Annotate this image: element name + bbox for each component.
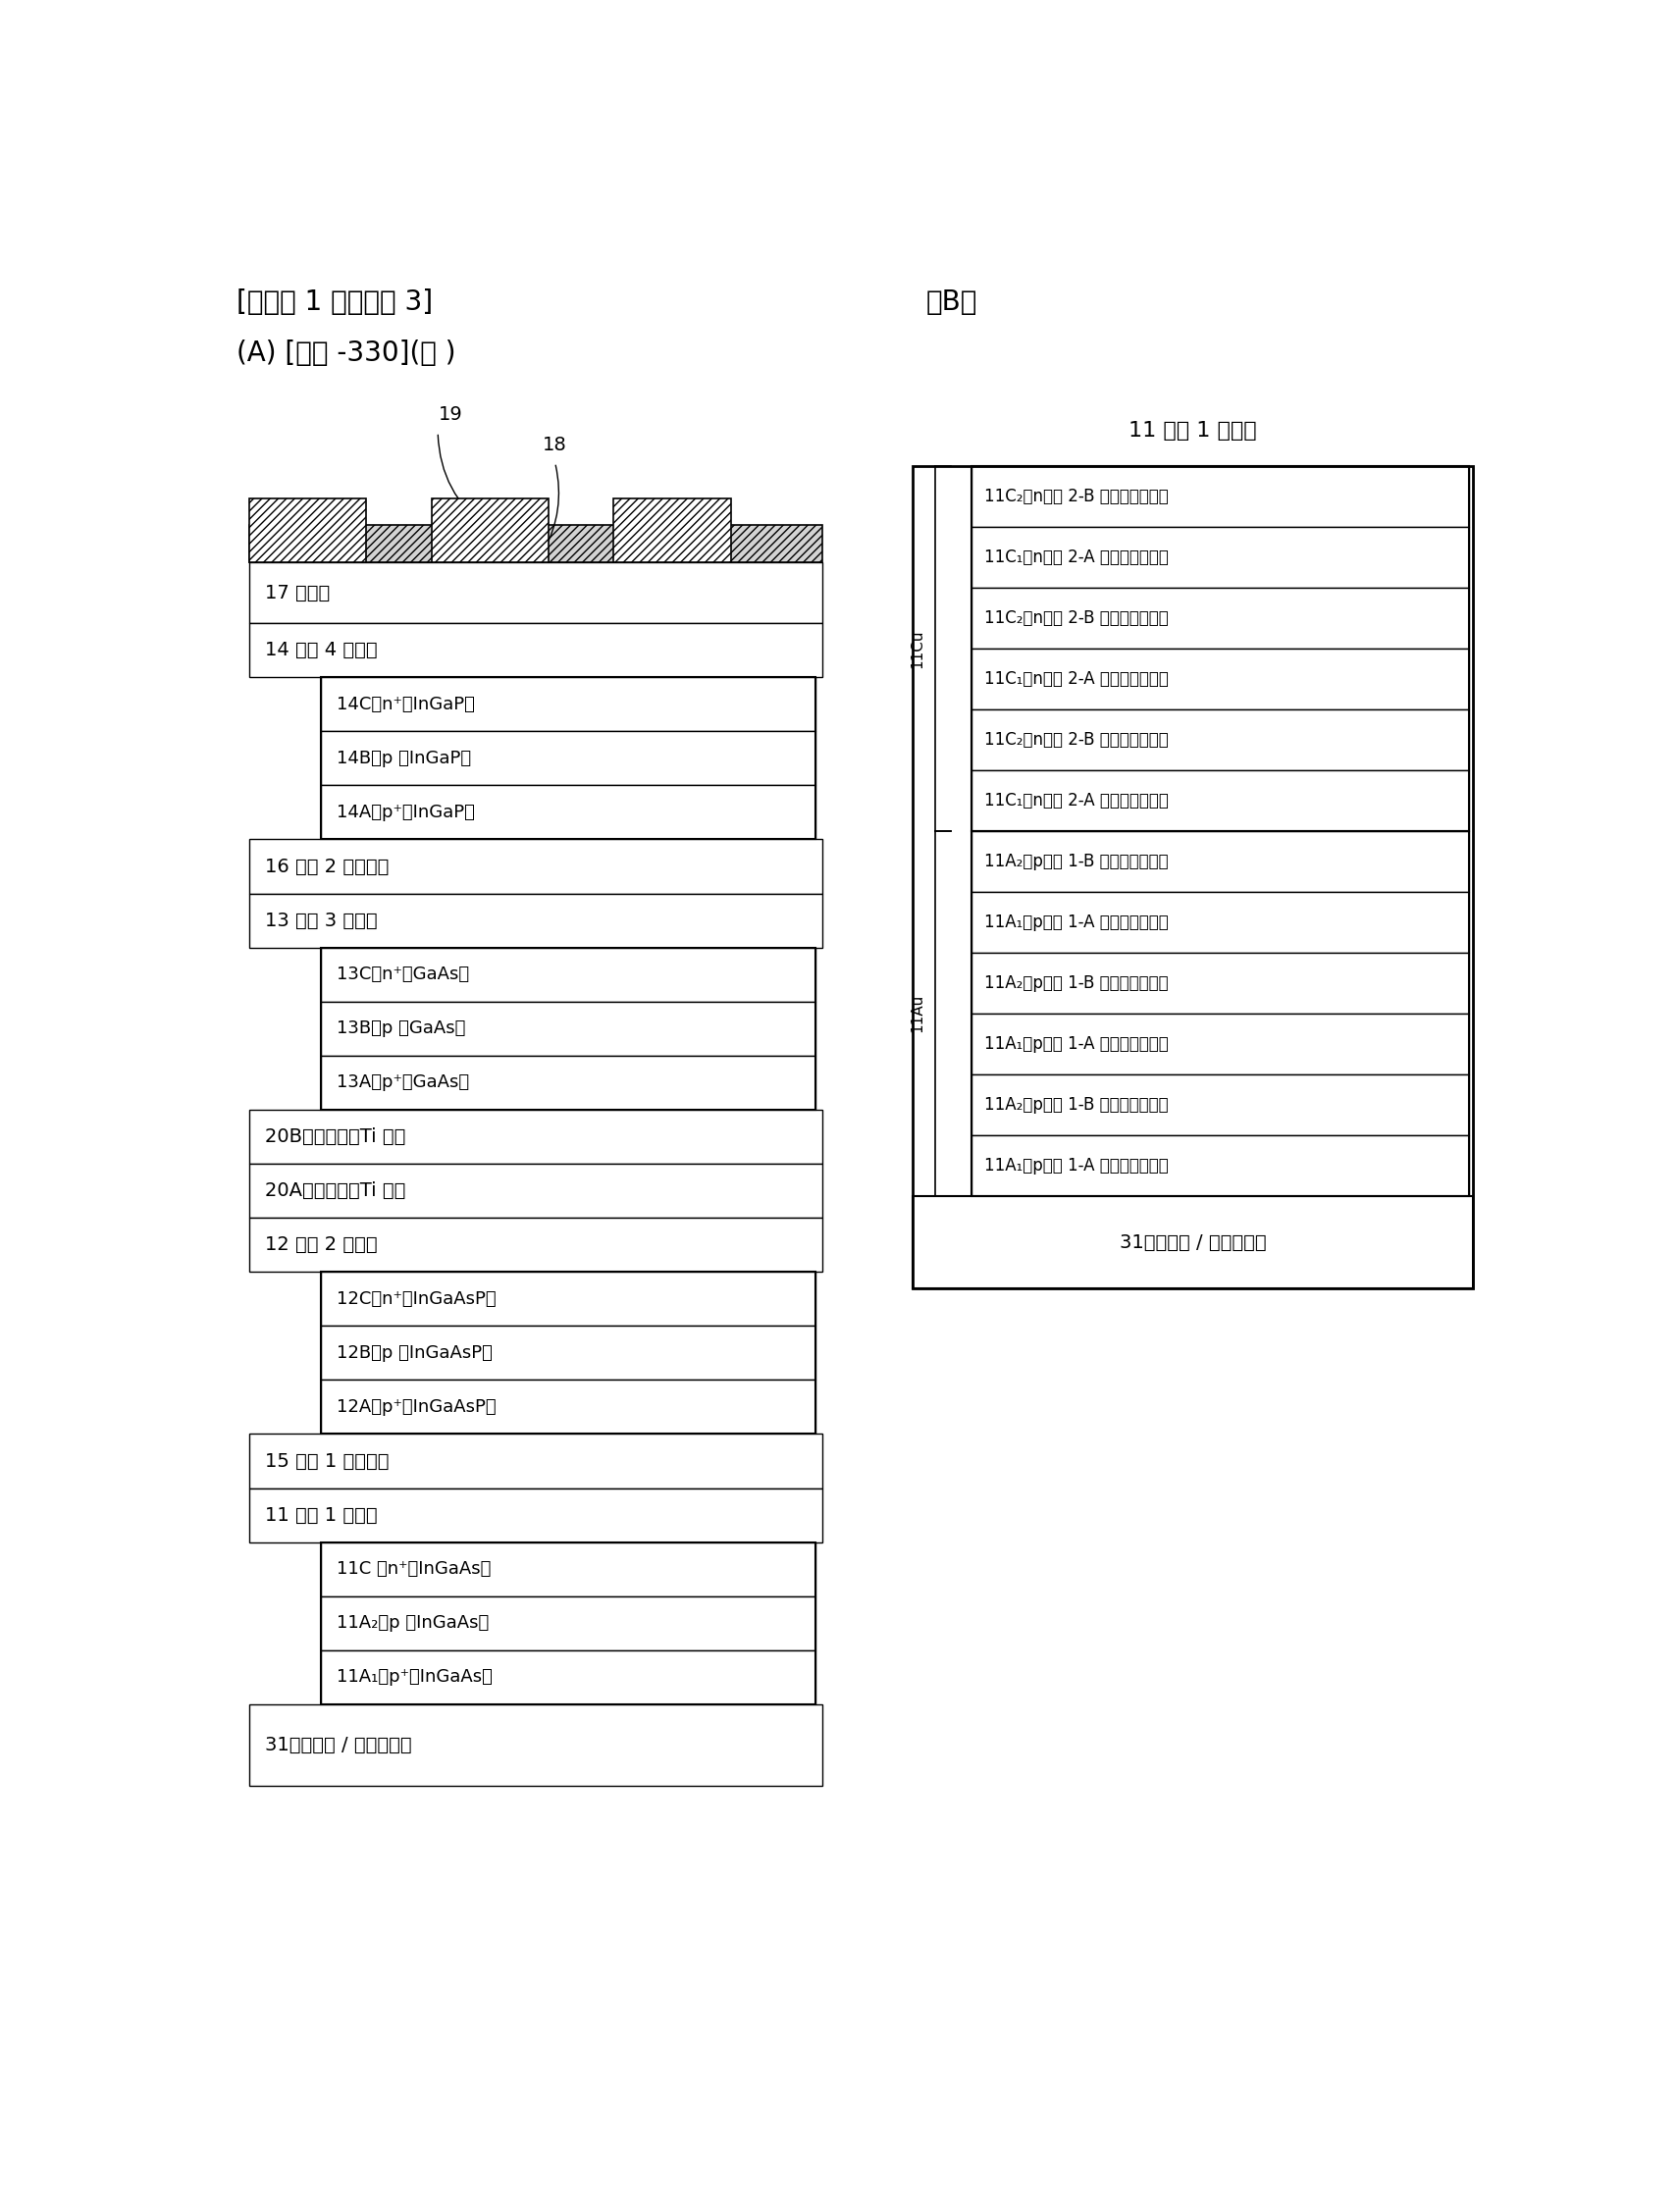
Bar (321, 1273, 815, 1435)
Bar (249, 1488, 822, 1542)
Text: 14A：p⁺－InGaP层: 14A：p⁺－InGaP层 (336, 803, 474, 821)
Text: 31：成膜用 / 支持用基板: 31：成膜用 / 支持用基板 (265, 1735, 412, 1755)
Bar (249, 524, 822, 562)
Text: 11A₁：p⁺－InGaAs层: 11A₁：p⁺－InGaAs层 (336, 1667, 492, 1687)
Text: 12 ：第 2 子电池: 12 ：第 2 子电池 (265, 1235, 378, 1255)
Text: 13C：n⁺－GaAs层: 13C：n⁺－GaAs层 (336, 965, 469, 983)
Text: 12C：n⁺－InGaAsP层: 12C：n⁺－InGaAsP层 (336, 1290, 496, 1308)
Text: 11 ：第 1 子电池: 11 ：第 1 子电池 (265, 1505, 378, 1525)
Bar (321, 731, 815, 785)
Bar (321, 1380, 815, 1435)
Bar (321, 1273, 815, 1325)
Bar (321, 1542, 815, 1705)
Bar (249, 1110, 822, 1163)
Text: 11Au: 11Au (911, 994, 924, 1033)
Bar (432, 498, 548, 562)
Bar (321, 678, 815, 840)
Bar (971, 588, 1468, 649)
Text: 13B：p －GaAs层: 13B：p －GaAs层 (336, 1020, 465, 1038)
Bar (249, 840, 822, 893)
Text: 11A₂：p型第 1-B 化合物半导体层: 11A₂：p型第 1-B 化合物半导体层 (984, 974, 1169, 992)
Bar (321, 1000, 815, 1055)
Bar (914, 465, 1473, 1288)
Text: 11C ：n⁺－InGaAs层: 11C ：n⁺－InGaAs层 (336, 1560, 491, 1577)
Text: 11C₂：n型第 2-B 化合物半导体层: 11C₂：n型第 2-B 化合物半导体层 (984, 610, 1169, 627)
Bar (971, 1134, 1468, 1196)
Bar (249, 562, 822, 623)
Bar (971, 465, 1468, 832)
Bar (971, 770, 1468, 832)
Text: 11A₂：p型第 1-B 化合物半导体层: 11A₂：p型第 1-B 化合物半导体层 (984, 1095, 1169, 1112)
Text: 11A₂：p －InGaAs层: 11A₂：p －InGaAs层 (336, 1615, 489, 1632)
Bar (249, 498, 366, 562)
Text: [实施例 1 ～实施例 3]: [实施例 1 ～实施例 3] (235, 290, 432, 316)
Bar (249, 1163, 822, 1218)
Bar (321, 1650, 815, 1705)
Text: 20B：连接层（Ti 层）: 20B：连接层（Ti 层） (265, 1128, 405, 1145)
Text: 15 ：第 1 隧道结层: 15 ：第 1 隧道结层 (265, 1452, 388, 1470)
Text: 11C₂：n型第 2-B 化合物半导体层: 11C₂：n型第 2-B 化合物半导体层 (984, 487, 1169, 505)
Text: 11C₁：n型第 2-A 化合物半导体层: 11C₁：n型第 2-A 化合物半导体层 (984, 792, 1169, 810)
Text: 16 ：第 2 隧道结层: 16 ：第 2 隧道结层 (265, 858, 388, 875)
Bar (249, 623, 822, 678)
Bar (321, 678, 815, 731)
Bar (971, 832, 1468, 1196)
Text: 14B：p －InGaP层: 14B：p －InGaP层 (336, 750, 470, 768)
Text: 11Cu: 11Cu (911, 630, 924, 667)
Bar (321, 785, 815, 840)
Text: 17 ：窗层: 17 ：窗层 (265, 584, 329, 601)
Bar (321, 948, 815, 1110)
Bar (971, 832, 1468, 891)
Text: 20A：连接层（Ti 层）: 20A：连接层（Ti 层） (265, 1180, 405, 1200)
Text: 11 ：第 1 子电池: 11 ：第 1 子电池 (1129, 421, 1257, 441)
Bar (321, 1055, 815, 1110)
Bar (321, 1542, 815, 1597)
Bar (249, 893, 822, 948)
Bar (971, 465, 1468, 527)
Bar (914, 1196, 1473, 1288)
Text: 11A₁：p型第 1-A 化合物半导体层: 11A₁：p型第 1-A 化合物半导体层 (984, 913, 1169, 930)
Text: (A) [步骤 -330](续 ): (A) [步骤 -330](续 ) (235, 340, 455, 366)
Text: 11A₁：p型第 1-A 化合物半导体层: 11A₁：p型第 1-A 化合物半导体层 (984, 1036, 1169, 1053)
Bar (971, 1075, 1468, 1134)
Bar (249, 1435, 822, 1488)
Bar (321, 1597, 815, 1650)
Bar (971, 952, 1468, 1014)
Text: 18: 18 (543, 437, 568, 454)
Text: 11A₁：p型第 1-A 化合物半导体层: 11A₁：p型第 1-A 化合物半导体层 (984, 1156, 1169, 1174)
Text: 31：成膜用 / 支持用基板: 31：成膜用 / 支持用基板 (1119, 1233, 1267, 1251)
Bar (613, 498, 731, 562)
Text: 11C₁：n型第 2-A 化合物半导体层: 11C₁：n型第 2-A 化合物半导体层 (984, 669, 1169, 687)
Text: 12A：p⁺－InGaAsP层: 12A：p⁺－InGaAsP层 (336, 1398, 496, 1415)
Bar (971, 1014, 1468, 1075)
Bar (249, 1705, 822, 1786)
Bar (971, 709, 1468, 770)
Text: 19: 19 (438, 406, 464, 423)
Bar (321, 948, 815, 1000)
Bar (971, 527, 1468, 588)
Text: 14C：n⁺－InGaP层: 14C：n⁺－InGaP层 (336, 695, 474, 713)
Bar (971, 649, 1468, 709)
Text: 14 ：第 4 子电池: 14 ：第 4 子电池 (265, 641, 378, 660)
Bar (321, 1325, 815, 1380)
Text: 11C₂：n型第 2-B 化合物半导体层: 11C₂：n型第 2-B 化合物半导体层 (984, 731, 1169, 748)
Text: 11A₂：p型第 1-B 化合物半导体层: 11A₂：p型第 1-B 化合物半导体层 (984, 853, 1169, 871)
Text: 12B：p －InGaAsP层: 12B：p －InGaAsP层 (336, 1345, 492, 1362)
Text: 13A：p⁺－GaAs层: 13A：p⁺－GaAs层 (336, 1073, 469, 1090)
Text: （B）: （B） (926, 290, 978, 316)
Bar (971, 891, 1468, 952)
Text: 11C₁：n型第 2-A 化合物半导体层: 11C₁：n型第 2-A 化合物半导体层 (984, 548, 1169, 566)
Bar (249, 1218, 822, 1273)
Text: 13 ：第 3 子电池: 13 ：第 3 子电池 (265, 911, 378, 930)
